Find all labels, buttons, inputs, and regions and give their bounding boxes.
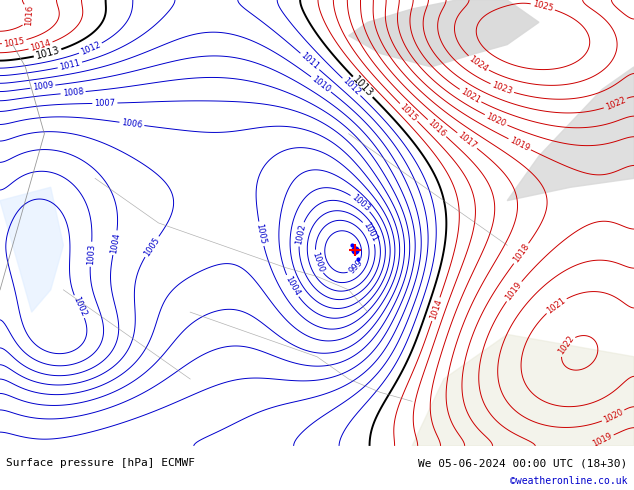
Polygon shape <box>349 0 539 67</box>
Text: 1014: 1014 <box>29 39 52 53</box>
Text: 1005: 1005 <box>255 222 268 245</box>
Text: 1001: 1001 <box>361 221 379 244</box>
Text: 1003: 1003 <box>350 193 372 213</box>
Text: 1023: 1023 <box>491 81 514 97</box>
Text: 1021: 1021 <box>545 295 567 315</box>
Text: 1004: 1004 <box>109 232 121 254</box>
Text: 1015: 1015 <box>3 36 25 49</box>
Text: 1002: 1002 <box>294 223 307 245</box>
Text: 1006: 1006 <box>121 118 143 130</box>
Text: 1003: 1003 <box>86 244 96 265</box>
Text: 1019: 1019 <box>591 431 614 449</box>
Text: 1019: 1019 <box>508 136 531 153</box>
Text: 1016: 1016 <box>426 118 448 139</box>
Polygon shape <box>412 334 634 446</box>
Text: 1008: 1008 <box>62 87 84 98</box>
Text: 1017: 1017 <box>456 130 478 150</box>
Text: 1012: 1012 <box>340 76 362 98</box>
Polygon shape <box>507 67 634 201</box>
Text: 1019: 1019 <box>504 280 524 302</box>
Text: 999: 999 <box>347 258 365 276</box>
Text: 1012: 1012 <box>79 40 102 57</box>
Text: Surface pressure [hPa] ECMWF: Surface pressure [hPa] ECMWF <box>6 458 195 468</box>
Text: 1002: 1002 <box>71 295 87 318</box>
Text: 1020: 1020 <box>602 407 624 425</box>
Text: 1013: 1013 <box>351 74 375 99</box>
Text: 1022: 1022 <box>556 334 576 356</box>
Text: 1018: 1018 <box>512 242 531 265</box>
Text: 1025: 1025 <box>532 0 554 13</box>
Text: 1000: 1000 <box>310 250 325 273</box>
Text: 1024: 1024 <box>467 54 489 74</box>
Text: 1005: 1005 <box>142 235 161 258</box>
Text: 1011: 1011 <box>59 58 81 72</box>
Text: 1022: 1022 <box>604 95 627 112</box>
Text: We 05-06-2024 00:00 UTC (18+30): We 05-06-2024 00:00 UTC (18+30) <box>418 458 628 468</box>
Text: 1014: 1014 <box>428 298 444 320</box>
Text: 1011: 1011 <box>299 51 321 72</box>
Text: 1013: 1013 <box>34 46 61 61</box>
Text: 1010: 1010 <box>310 74 332 94</box>
Text: 1015: 1015 <box>398 102 419 123</box>
Text: 1007: 1007 <box>94 98 115 108</box>
Text: 1016: 1016 <box>25 4 35 26</box>
Text: 1020: 1020 <box>484 112 507 128</box>
Text: ©weatheronline.co.uk: ©weatheronline.co.uk <box>510 476 628 486</box>
Text: 1009: 1009 <box>32 81 54 93</box>
Polygon shape <box>0 187 63 312</box>
Polygon shape <box>158 22 203 53</box>
Text: 1021: 1021 <box>459 87 482 105</box>
Text: 1004: 1004 <box>283 275 301 297</box>
